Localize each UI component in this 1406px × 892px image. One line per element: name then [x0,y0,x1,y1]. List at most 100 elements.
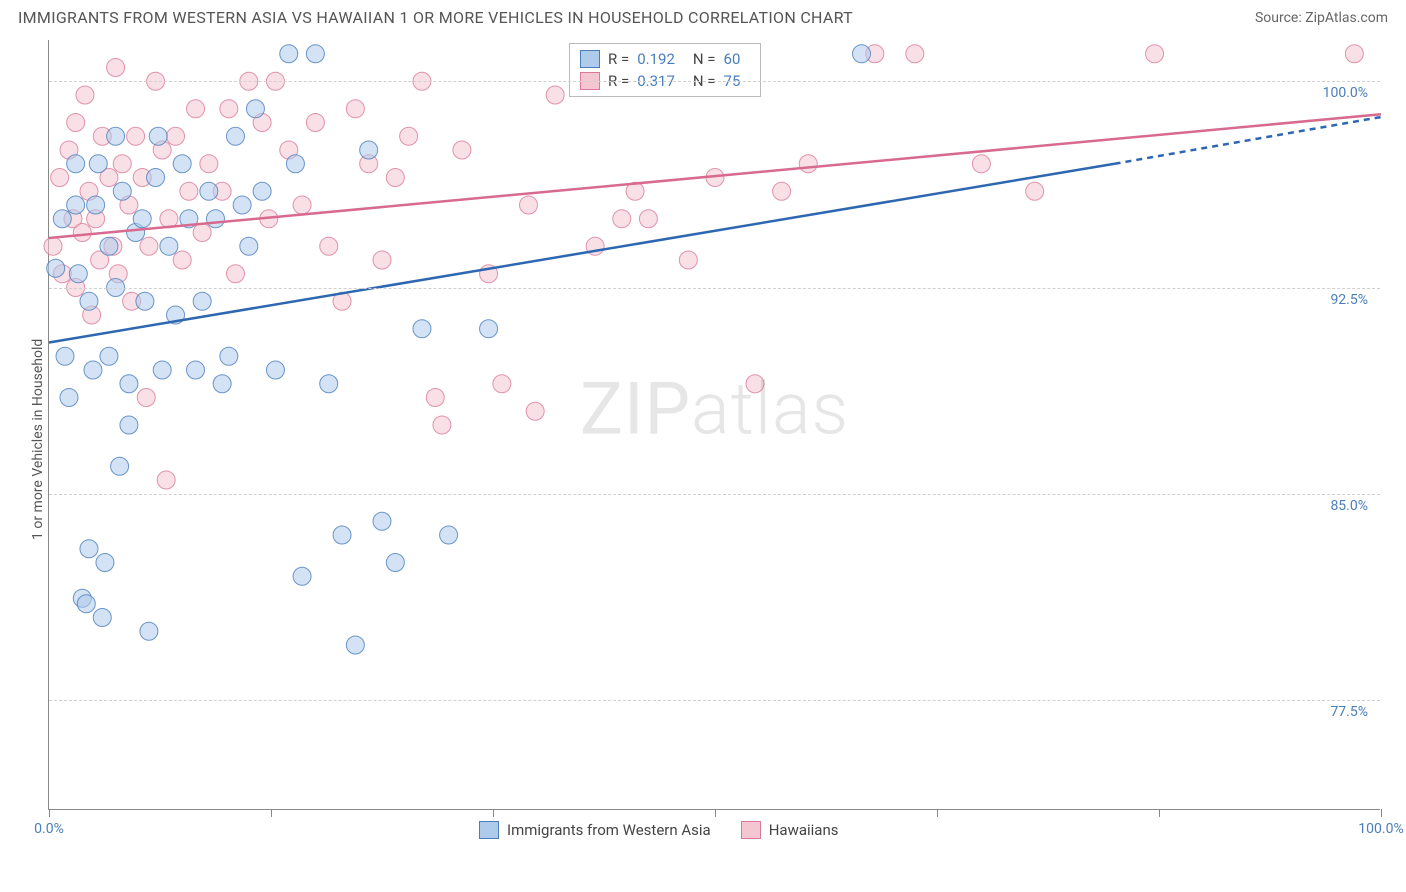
scatter-point [136,292,154,310]
scatter-point [120,375,138,393]
correlation-legend: R =0.192N =60R =0.317N =75 [569,43,761,97]
y-tick-label: 77.5% [1330,704,1368,720]
x-tick [493,809,494,817]
scatter-point [493,375,511,393]
series-legend: Immigrants from Western Asia Hawaiians [479,821,838,839]
scatter-point [160,237,178,255]
scatter-point [1026,182,1044,200]
legend-label: Hawaiians [769,821,839,839]
scatter-point [240,237,258,255]
scatter-point [246,100,264,118]
scatter-point [346,636,364,654]
scatter-point [167,127,185,145]
scatter-point [433,416,451,434]
scatter-point [137,389,155,407]
scatter-point [73,224,91,242]
scatter-point [480,320,498,338]
y-axis-label: 1 or more Vehicles in Household [30,339,46,540]
legend-swatch [580,50,600,68]
scatter-point [67,196,85,214]
scatter-point [373,512,391,530]
scatter-point [93,609,111,627]
scatter-point [127,127,145,145]
scatter-point [96,554,114,572]
scatter-point [613,210,631,228]
scatter-point [253,182,271,200]
scatter-point [280,45,298,63]
source-name: ZipAtlas.com [1305,10,1388,26]
scatter-point [111,457,129,475]
scatter-point [360,141,378,159]
gridline [49,81,1380,82]
scatter-point [226,265,244,283]
scatter-point [84,361,102,379]
gridline [49,700,1380,701]
y-tick-label: 100.0% [1323,85,1368,101]
scatter-point [546,86,564,104]
legend-swatch [479,821,499,839]
legend-r-value: 0.192 [637,50,675,68]
scatter-point [51,169,69,187]
legend-item: Immigrants from Western Asia [479,821,711,839]
scatter-point [76,86,94,104]
y-tick-label: 92.5% [1330,292,1368,308]
scatter-point [773,182,791,200]
x-tick [49,809,50,817]
source-label: Source: ZipAtlas.com [1255,10,1388,26]
scatter-point [1146,45,1164,63]
scatter-point [120,416,138,434]
scatter-point [140,237,158,255]
scatter-point [67,114,85,132]
scatter-point [386,169,404,187]
scatter-point [200,182,218,200]
scatter-point [80,292,98,310]
scatter-point [157,471,175,489]
scatter-point [373,251,391,269]
scatter-point [147,169,165,187]
scatter-point [187,361,205,379]
scatter-point [113,155,131,173]
source-prefix: Source: [1255,10,1305,26]
y-tick-label: 85.0% [1330,498,1368,514]
legend-n-value: 60 [724,50,741,68]
scatter-point [77,595,95,613]
scatter-point [173,155,191,173]
scatter-point [56,347,74,365]
scatter-point [67,155,85,173]
scatter-point [346,100,364,118]
scatter-point [44,237,62,255]
x-tick [1159,809,1160,817]
scatter-point [193,224,211,242]
scatter-point [89,155,107,173]
scatter-point [226,127,244,145]
scatter-point [173,251,191,269]
scatter-point [293,196,311,214]
scatter-point [306,114,324,132]
scatter-point [133,210,151,228]
scatter-point [440,526,458,544]
scatter-point [193,292,211,310]
x-tick [715,809,716,817]
scatter-point [207,210,225,228]
scatter-point [200,155,218,173]
x-tick-label: 0.0% [34,821,64,837]
scatter-point [520,196,538,214]
scatter-point [140,622,158,640]
scatter-point [53,210,71,228]
scatter-point [60,389,78,407]
trend-line [49,114,1381,238]
trend-line-dashed [1115,117,1381,164]
legend-label: Immigrants from Western Asia [507,821,711,839]
scatter-point [679,251,697,269]
x-tick [271,809,272,817]
scatter-point [69,265,87,283]
scatter-point [113,182,131,200]
scatter-point [799,155,817,173]
x-tick [937,809,938,817]
scatter-point [453,141,471,159]
x-tick [1381,809,1382,817]
scatter-point [107,59,125,77]
scatter-point [286,155,304,173]
scatter-point [320,237,338,255]
scatter-point [220,100,238,118]
